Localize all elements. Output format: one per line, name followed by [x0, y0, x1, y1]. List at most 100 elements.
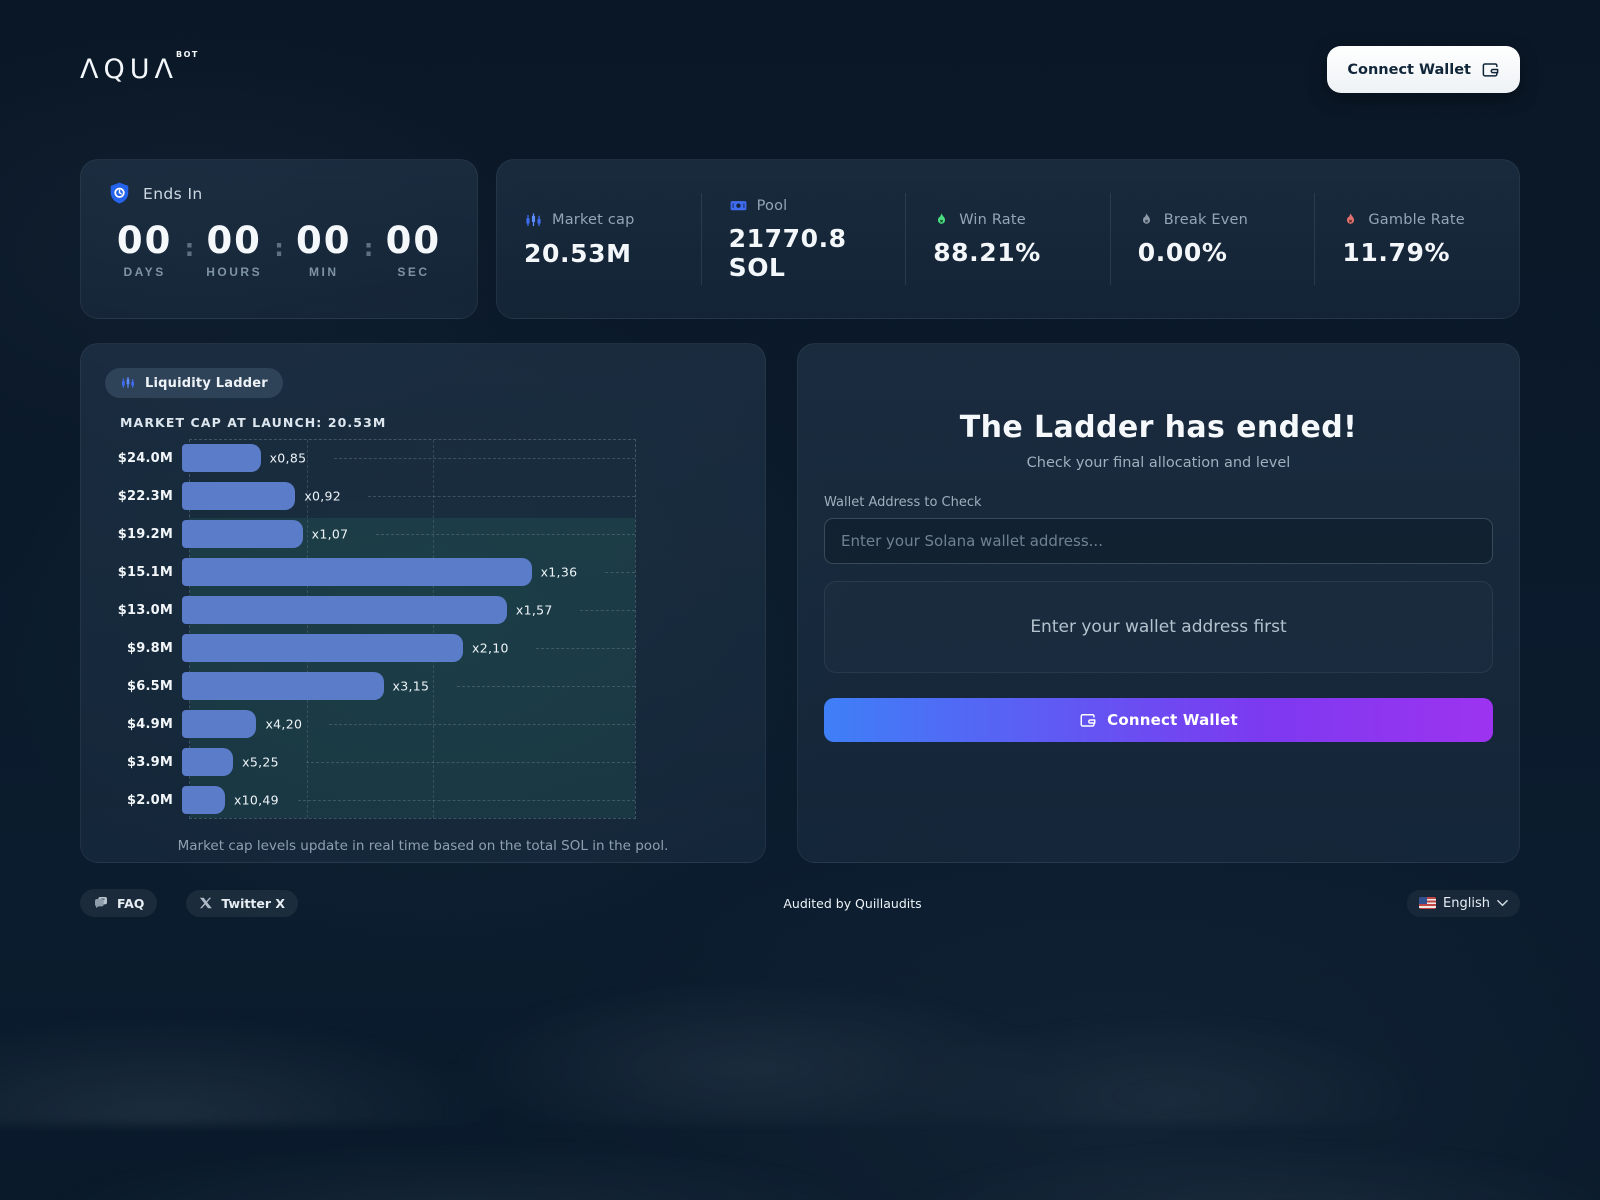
- ladder-row: $24.0M x0,85: [105, 439, 638, 477]
- ladder-row-label: $4.9M: [126, 716, 173, 732]
- countdown-separator: :: [274, 234, 284, 262]
- ladder-row: $4.9M x4,20: [105, 705, 638, 743]
- countdown-days: 00 DAYS: [113, 219, 177, 279]
- countdown-sec: 00 SEC: [381, 219, 445, 279]
- ladder-row: $3.9M x5,25: [105, 743, 638, 781]
- banknote-icon: [729, 196, 748, 215]
- ladder-bar: [182, 482, 296, 510]
- candlestick-icon: [524, 211, 543, 230]
- logo: ΛQUΛBOT: [80, 50, 201, 85]
- countdown-card: Ends In 00 DAYS : 00 HOURS : 00 MIN :: [80, 159, 478, 319]
- stat-label: Gamble Rate: [1368, 212, 1465, 228]
- language-label: English: [1443, 895, 1490, 911]
- ladder-multiplier: x0,92: [304, 488, 342, 504]
- stat-break-even: Break Even 0.00%: [1109, 193, 1315, 285]
- ladder-multiplier: x1,07: [311, 526, 349, 542]
- badge-label: Liquidity Ladder: [145, 375, 268, 391]
- countdown-hours-value: 00: [206, 219, 262, 262]
- ladder-row-label: $15.1M: [117, 564, 173, 580]
- liquidity-ladder-badge: Liquidity Ladder: [105, 368, 283, 398]
- countdown-header: Ends In: [107, 181, 451, 206]
- ladder-row: $2.0M x10,49: [105, 781, 638, 819]
- ladder-multiplier: x0,85: [269, 450, 307, 466]
- faq-button[interactable]: FAQ: [80, 889, 158, 917]
- ladder-row: $6.5M x3,15: [105, 667, 638, 705]
- connect-wallet-gradient-button[interactable]: Connect Wallet: [824, 698, 1493, 742]
- wallet-address-input[interactable]: [824, 518, 1493, 564]
- countdown: 00 DAYS : 00 HOURS : 00 MIN : 00 SEC: [107, 219, 451, 279]
- header: ΛQUΛBOT Connect Wallet: [80, 0, 1520, 93]
- candlestick-icon: [120, 375, 136, 391]
- ladder-bar: [182, 634, 464, 662]
- stat-value: 0.00%: [1137, 237, 1228, 267]
- faq-label: FAQ: [117, 895, 145, 911]
- logo-sup: BOT: [175, 50, 199, 59]
- allocation-result-box: Enter your wallet address first: [824, 581, 1493, 673]
- ladder-multiplier: x1,57: [515, 602, 553, 618]
- countdown-days-value: 00: [116, 219, 173, 262]
- grid-line-horizontal: [375, 534, 635, 535]
- stat-value: 11.79%: [1342, 237, 1451, 267]
- stat-value: 21770.8 SOL: [728, 224, 847, 282]
- wallet-address-label: Wallet Address to Check: [824, 495, 982, 510]
- allocation-checker-card: The Ladder has ended! Check your final a…: [797, 343, 1520, 863]
- ladder-multiplier: x10,49: [233, 792, 279, 808]
- audit-text: Audited by Quillaudits: [783, 895, 922, 911]
- stat-value: 88.21%: [933, 237, 1041, 267]
- footer: FAQ Twitter X Audited by Quillaudits Eng…: [80, 889, 1520, 917]
- ladder-multiplier: x1,36: [540, 564, 578, 580]
- stat-market-cap: Market cap 20.53M: [497, 193, 701, 285]
- ladder-multiplier: x5,25: [242, 754, 279, 770]
- chart-caption: Market cap levels update in real time ba…: [177, 838, 669, 854]
- flame-icon: [1138, 212, 1155, 229]
- language-selector[interactable]: English: [1407, 889, 1520, 917]
- stat-gamble-rate: Gamble Rate 11.79%: [1314, 193, 1519, 285]
- chevron-down-icon: [1497, 899, 1508, 907]
- countdown-min-value: 00: [296, 219, 352, 262]
- ladder-row: $22.3M x0,92: [105, 477, 638, 515]
- ladder-row-label: $22.3M: [117, 488, 173, 504]
- grid-line-horizontal: [604, 572, 635, 573]
- checker-subtitle: Check your final allocation and level: [1026, 455, 1291, 471]
- ladder-bar: [182, 786, 225, 814]
- ladder-row: $15.1M x1,36: [105, 553, 638, 591]
- grid-line-horizontal: [579, 610, 635, 611]
- stat-pool: Pool 21770.8 SOL: [700, 193, 906, 285]
- ladder-multiplier: x3,15: [392, 678, 430, 694]
- market-cap-at-launch: MARKET CAP AT LAUNCH: 20.53M: [120, 415, 387, 430]
- countdown-hours-label: HOURS: [206, 264, 263, 279]
- twitter-label: Twitter X: [221, 895, 285, 911]
- countdown-sec-label: SEC: [397, 264, 430, 279]
- background-wave: [0, 935, 1600, 1125]
- countdown-hours: 00 HOURS: [202, 219, 266, 279]
- grid-line-horizontal: [536, 648, 635, 649]
- stat-label: Win Rate: [959, 212, 1026, 228]
- ladder-bar: [182, 444, 261, 472]
- stat-label: Pool: [756, 197, 788, 214]
- countdown-days-label: DAYS: [123, 264, 166, 279]
- grid-line-horizontal: [306, 762, 635, 763]
- stat-label: Break Even: [1163, 212, 1249, 228]
- ladder-row: $9.8M x2,10: [105, 629, 638, 667]
- ladder-row-label: $13.0M: [117, 602, 173, 618]
- countdown-sec-value: 00: [385, 219, 442, 262]
- stat-label: Market cap: [552, 212, 635, 228]
- countdown-separator: :: [363, 234, 374, 262]
- logo-text: ΛQUΛ: [80, 54, 178, 85]
- twitter-button[interactable]: Twitter X: [186, 889, 298, 917]
- chat-icon: [93, 895, 109, 911]
- ladder-bar: [182, 710, 257, 738]
- ladder-multiplier: x4,20: [265, 716, 303, 732]
- ladder-bar: [182, 520, 303, 548]
- result-placeholder-text: Enter your wallet address first: [1030, 617, 1287, 637]
- grid-line-horizontal: [297, 800, 635, 801]
- connect-wallet-button[interactable]: Connect Wallet: [1327, 46, 1520, 93]
- countdown-title: Ends In: [143, 184, 203, 203]
- ladder-row: $19.2M x1,07: [105, 515, 638, 553]
- ladder-row-label: $9.8M: [126, 640, 173, 656]
- ladder-bar: [182, 596, 507, 624]
- liquidity-ladder-card: Liquidity Ladder MARKET CAP AT LAUNCH: 2…: [80, 343, 766, 863]
- wallet-icon: [1481, 60, 1500, 79]
- countdown-min-label: MIN: [309, 264, 339, 279]
- ladder-row-label: $24.0M: [117, 450, 173, 466]
